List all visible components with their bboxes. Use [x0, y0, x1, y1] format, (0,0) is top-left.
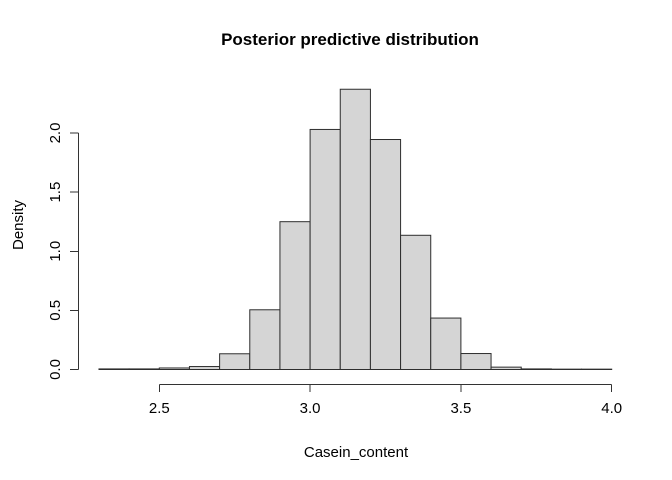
histogram-bar — [188, 366, 221, 371]
histogram-bar — [309, 128, 341, 370]
histogram-bar — [128, 368, 160, 371]
histogram-bar — [490, 366, 522, 371]
x-tick-label: 4.0 — [601, 400, 622, 417]
histogram-bar — [219, 353, 251, 370]
y-tick-label: 1.5 — [47, 182, 64, 203]
x-tick-label: 3.0 — [300, 400, 321, 417]
y-axis: 0.0 0.5 1.0 1.5 2.0 — [47, 123, 79, 380]
histogram-bars-group — [98, 88, 613, 371]
x-tick-label: 2.5 — [149, 400, 170, 417]
histogram-bar — [430, 317, 462, 370]
histogram-bar — [520, 368, 552, 371]
histogram-bar — [279, 221, 311, 370]
x-axis-label: Casein_content — [304, 444, 409, 461]
x-tick-label: 3.5 — [450, 400, 471, 417]
y-tick-label: 0.5 — [47, 300, 64, 321]
y-axis-label: Density — [10, 199, 27, 250]
y-tick-label: 0.0 — [47, 359, 64, 380]
y-tick-label: 1.0 — [47, 241, 64, 262]
histogram-bar — [249, 309, 281, 371]
plot-title: Posterior predictive distribution — [221, 30, 479, 49]
histogram-bar — [339, 88, 371, 370]
histogram-bar — [460, 353, 492, 371]
histogram-bar — [369, 139, 402, 370]
y-tick-label: 2.0 — [47, 123, 64, 144]
x-axis: 2.5 3.0 3.5 4.0 — [149, 384, 622, 417]
histogram-bar — [158, 367, 190, 370]
histogram-bar — [98, 368, 130, 371]
histogram-bar — [400, 234, 432, 370]
